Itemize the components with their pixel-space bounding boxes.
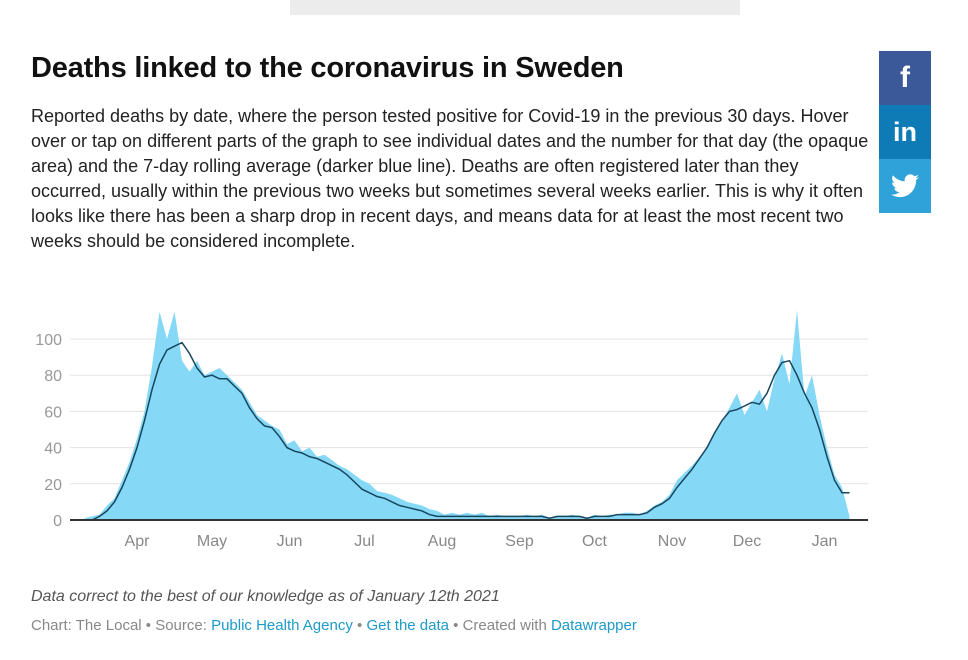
facebook-share-button[interactable]: f bbox=[879, 51, 931, 105]
x-tick-label: May bbox=[197, 533, 227, 550]
twitter-icon bbox=[891, 174, 919, 198]
top-bar bbox=[290, 0, 740, 15]
x-tick-label: Jul bbox=[354, 533, 374, 550]
x-tick-label: Dec bbox=[733, 533, 761, 550]
x-tick-label: Nov bbox=[658, 533, 686, 550]
data-note: Data correct to the best of our knowledg… bbox=[31, 588, 500, 605]
datawrapper-link[interactable]: Datawrapper bbox=[550, 617, 637, 634]
x-tick-label: Aug bbox=[428, 533, 456, 550]
rolling-average-line bbox=[84, 341, 850, 521]
chart-footer: Chart: The Local • Source: Public Health… bbox=[31, 617, 637, 634]
daily-deaths-area bbox=[84, 310, 850, 520]
y-tick-label: 100 bbox=[35, 332, 62, 349]
deaths-chart[interactable]: 0 20 40 60 80 100 Apr May Jun Jul Aug Sep Oct Nov Dec J… bbox=[0, 300, 968, 560]
y-tick-label: 20 bbox=[44, 477, 62, 494]
source-link[interactable]: Public Health Agency bbox=[211, 617, 353, 634]
twitter-share-button[interactable] bbox=[879, 159, 931, 213]
footer-separator: • Source: bbox=[141, 617, 212, 634]
x-tick-label: Jun bbox=[277, 533, 303, 550]
x-tick-label: Apr bbox=[125, 533, 151, 550]
footer-separator: • bbox=[352, 617, 367, 634]
x-tick-label: Sep bbox=[505, 533, 534, 550]
y-tick-label: 60 bbox=[44, 404, 62, 421]
y-tick-label: 0 bbox=[53, 513, 62, 530]
y-tick-label: 80 bbox=[44, 368, 62, 385]
linkedin-icon: in bbox=[893, 116, 917, 147]
facebook-icon: f bbox=[900, 61, 910, 94]
page-title: Deaths linked to the coronavirus in Swed… bbox=[31, 52, 624, 84]
get-data-link[interactable]: Get the data bbox=[366, 617, 449, 634]
chart-credit: Chart: The Local bbox=[31, 617, 142, 634]
chart-description: Reported deaths by date, where the perso… bbox=[31, 106, 869, 251]
linkedin-share-button[interactable]: in bbox=[879, 105, 931, 159]
y-tick-label: 40 bbox=[44, 441, 62, 458]
footer-separator: • Created with bbox=[449, 617, 551, 634]
x-tick-label: Jan bbox=[812, 533, 838, 550]
x-tick-label: Oct bbox=[582, 533, 607, 550]
